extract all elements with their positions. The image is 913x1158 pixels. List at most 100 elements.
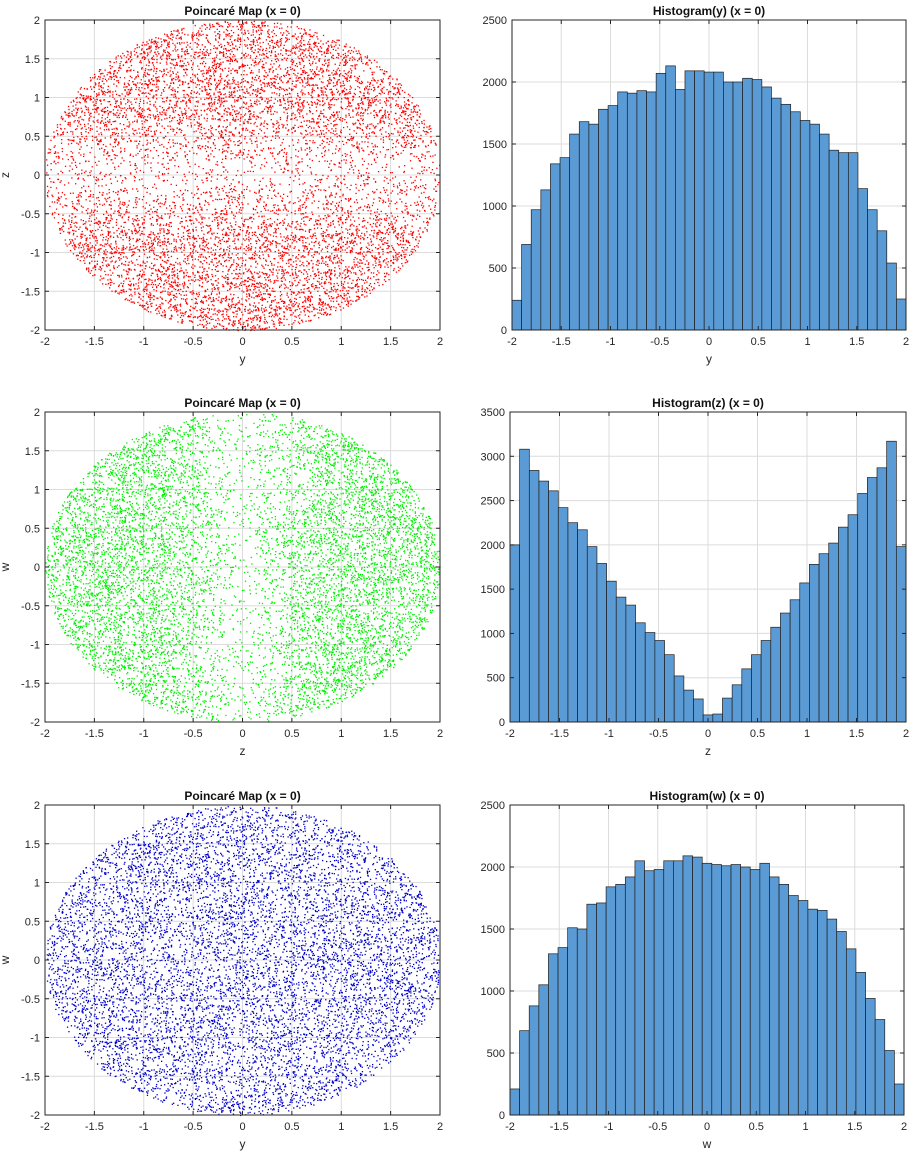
scatter-point [140, 114, 142, 116]
scatter-point [123, 83, 126, 86]
scatter-point [154, 41, 156, 44]
scatter-point [379, 121, 381, 123]
scatter-point [404, 256, 406, 258]
scatter-point [410, 117, 412, 119]
scatter-point [168, 46, 170, 48]
scatter-point [296, 110, 299, 112]
scatter-point [238, 157, 241, 159]
scatter-point [435, 190, 438, 192]
scatter-point [140, 298, 142, 300]
scatter-point [335, 73, 337, 75]
scatter-point [177, 76, 180, 78]
scatter-point [239, 82, 242, 84]
scatter-point [303, 220, 305, 222]
scatter-point [76, 111, 78, 113]
scatter-point [383, 114, 386, 116]
scatter-point [321, 303, 323, 305]
scatter-point [183, 277, 185, 279]
scatter-point [219, 198, 221, 200]
scatter-point [203, 23, 205, 26]
scatter-point [100, 132, 102, 134]
scatter-point [302, 229, 304, 231]
scatter-point [123, 148, 126, 150]
scatter-point [214, 69, 216, 71]
scatter-point [182, 312, 184, 315]
scatter-point [106, 158, 108, 160]
scatter-point [325, 261, 327, 263]
scatter-point [290, 60, 292, 62]
scatter-point [381, 248, 383, 251]
scatter-point [373, 149, 375, 151]
scatter-point [228, 228, 230, 231]
scatter-point [387, 111, 389, 113]
scatter-point [371, 131, 373, 134]
scatter-point [189, 220, 192, 222]
scatter-point [150, 240, 153, 242]
scatter-point [180, 56, 183, 58]
scatter-point [345, 116, 347, 118]
scatter-point [112, 272, 114, 274]
scatter-point [312, 89, 314, 91]
scatter-point [209, 102, 211, 104]
scatter-point [252, 59, 254, 61]
scatter-point [337, 79, 339, 81]
scatter-point [311, 62, 314, 65]
scatter-point [147, 92, 150, 94]
scatter-point [175, 97, 177, 99]
scatter-point [85, 239, 88, 241]
scatter-point [253, 41, 255, 43]
scatter-point [167, 52, 170, 54]
scatter-point [346, 218, 348, 221]
scatter-point [118, 284, 120, 286]
scatter-point [231, 212, 233, 214]
scatter-point [266, 273, 268, 275]
scatter-point [156, 219, 159, 221]
scatter-point [283, 171, 285, 173]
scatter-point [382, 253, 384, 255]
scatter-point [391, 171, 393, 174]
scatter-point [180, 246, 182, 249]
scatter-point [296, 228, 298, 230]
scatter-point [113, 267, 115, 269]
scatter-point [293, 85, 295, 87]
scatter-point [102, 87, 104, 89]
scatter-point [359, 238, 362, 240]
scatter-point [61, 139, 63, 141]
scatter-point [144, 215, 146, 217]
scatter-point [199, 51, 201, 53]
scatter-point [92, 120, 94, 122]
scatter-point [171, 79, 173, 82]
scatter-point [157, 162, 159, 164]
scatter-point [284, 269, 286, 271]
scatter-point [434, 206, 436, 208]
scatter-point [244, 33, 247, 35]
scatter-point [362, 62, 364, 65]
scatter-point [227, 240, 229, 242]
scatter-point [86, 248, 89, 250]
scatter-point [226, 298, 228, 300]
scatter-point [145, 68, 147, 70]
scatter-point [328, 305, 330, 307]
scatter-point [220, 174, 222, 177]
scatter-point [239, 269, 241, 271]
scatter-point [264, 286, 267, 288]
scatter-point [172, 50, 174, 52]
scatter-point [95, 102, 97, 104]
scatter-point [294, 310, 296, 312]
scatter-point [386, 273, 388, 275]
scatter-point [201, 271, 204, 274]
scatter-point [409, 254, 411, 256]
scatter-point [188, 316, 190, 318]
scatter-point [250, 318, 252, 320]
scatter-point [411, 251, 414, 253]
scatter-point [231, 201, 233, 203]
scatter-point [330, 192, 332, 194]
scatter-point [350, 151, 352, 153]
scatter-point [214, 110, 216, 112]
scatter-point [115, 260, 117, 262]
scatter-point [328, 119, 330, 121]
scatter-point [152, 62, 154, 64]
scatter-point [201, 324, 203, 326]
scatter-point [244, 113, 247, 115]
scatter-point [194, 82, 196, 84]
